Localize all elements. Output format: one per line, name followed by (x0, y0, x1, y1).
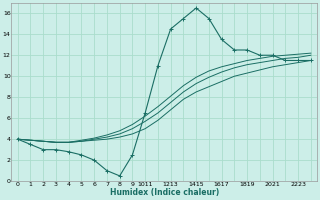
X-axis label: Humidex (Indice chaleur): Humidex (Indice chaleur) (110, 188, 219, 197)
